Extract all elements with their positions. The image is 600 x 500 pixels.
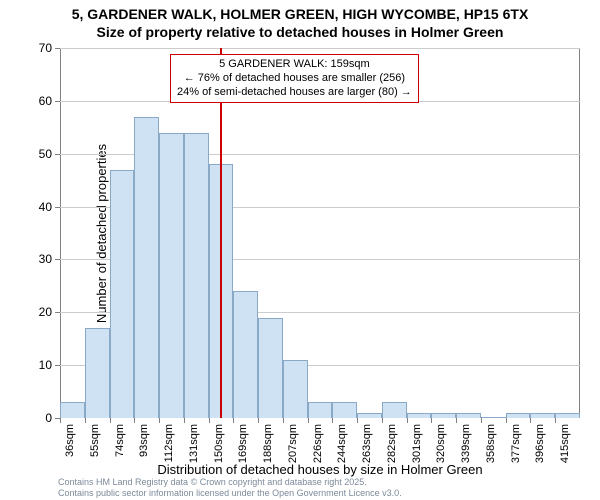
histogram-bar (357, 413, 382, 418)
x-tick-label: 188sqm (262, 424, 274, 463)
y-tick (55, 101, 60, 102)
x-tick-label: 282sqm (386, 424, 398, 463)
x-tick-label: 244sqm (336, 424, 348, 463)
x-tick (134, 418, 135, 423)
x-tick (209, 418, 210, 423)
y-tick (55, 312, 60, 313)
x-tick-label: 55sqm (89, 424, 101, 457)
annotation-box: 5 GARDENER WALK: 159sqm← 76% of detached… (170, 54, 419, 103)
x-tick (159, 418, 160, 423)
x-tick (60, 418, 61, 423)
histogram-bar (481, 417, 506, 418)
y-tick-label: 10 (39, 358, 52, 372)
histogram-bar (308, 402, 333, 418)
x-tick-label: 207sqm (287, 424, 299, 463)
y-tick (55, 365, 60, 366)
histogram-bar (60, 402, 85, 418)
footer-line-2: Contains public sector information licen… (58, 488, 402, 498)
x-tick (233, 418, 234, 423)
x-tick-label: 301sqm (411, 424, 423, 463)
histogram-bar (110, 170, 135, 418)
x-tick-label: 263sqm (361, 424, 373, 463)
x-tick (184, 418, 185, 423)
y-tick-label: 70 (39, 41, 52, 55)
x-tick (555, 418, 556, 423)
x-tick (506, 418, 507, 423)
y-axis-right-line (579, 48, 580, 418)
x-tick-label: 169sqm (237, 424, 249, 463)
x-tick (258, 418, 259, 423)
x-tick-label: 131sqm (188, 424, 200, 463)
y-axis-line (60, 48, 61, 418)
grid-line (60, 48, 580, 49)
y-tick-label: 50 (39, 147, 52, 161)
y-tick-label: 20 (39, 305, 52, 319)
x-tick-label: 226sqm (312, 424, 324, 463)
histogram-bar (233, 291, 258, 418)
histogram-bar (431, 413, 456, 418)
x-tick-label: 396sqm (534, 424, 546, 463)
histogram-bar (407, 413, 432, 418)
histogram-bar (159, 133, 184, 418)
histogram-bar (134, 117, 159, 418)
annotation-line: 24% of semi-detached houses are larger (… (177, 86, 412, 100)
x-tick-label: 112sqm (163, 424, 175, 462)
y-tick (55, 154, 60, 155)
x-tick-label: 320sqm (435, 424, 447, 463)
x-tick-label: 93sqm (138, 424, 150, 457)
x-tick-label: 415sqm (559, 424, 571, 463)
x-tick-label: 377sqm (510, 424, 522, 463)
y-tick-label: 60 (39, 94, 52, 108)
footer-line-1: Contains HM Land Registry data © Crown c… (58, 477, 402, 487)
x-tick (85, 418, 86, 423)
y-tick-label: 0 (45, 411, 52, 425)
x-tick (456, 418, 457, 423)
x-tick (431, 418, 432, 423)
x-tick-label: 150sqm (213, 424, 225, 463)
x-tick (382, 418, 383, 423)
histogram-bar (456, 413, 481, 418)
x-tick (332, 418, 333, 423)
histogram-bar (382, 402, 407, 418)
x-tick (481, 418, 482, 423)
x-tick (530, 418, 531, 423)
x-tick (283, 418, 284, 423)
histogram-bar (85, 328, 110, 418)
histogram-bar (283, 360, 308, 418)
histogram-bar (530, 413, 555, 418)
y-tick (55, 207, 60, 208)
chart-title-line-1: 5, GARDENER WALK, HOLMER GREEN, HIGH WYC… (0, 6, 600, 24)
histogram-bar (555, 413, 580, 418)
x-tick (110, 418, 111, 423)
x-tick-label: 74sqm (114, 424, 126, 457)
x-tick-label: 36sqm (64, 424, 76, 457)
x-tick-label: 358sqm (485, 424, 497, 463)
x-tick (357, 418, 358, 423)
histogram-bar (258, 318, 283, 418)
y-tick-label: 40 (39, 200, 52, 214)
footer-attribution: Contains HM Land Registry data © Crown c… (58, 477, 402, 498)
histogram-chart: 5, GARDENER WALK, HOLMER GREEN, HIGH WYC… (0, 0, 600, 500)
reference-line (220, 48, 222, 418)
y-tick-label: 30 (39, 252, 52, 266)
x-tick (308, 418, 309, 423)
chart-title-line-2: Size of property relative to detached ho… (0, 24, 600, 42)
plot-area: 01020304050607036sqm55sqm74sqm93sqm112sq… (60, 48, 580, 418)
chart-title-block: 5, GARDENER WALK, HOLMER GREEN, HIGH WYC… (0, 6, 600, 41)
histogram-bar (332, 402, 357, 418)
y-tick (55, 259, 60, 260)
x-tick (407, 418, 408, 423)
x-tick-label: 339sqm (460, 424, 472, 463)
annotation-line: 5 GARDENER WALK: 159sqm (177, 58, 412, 72)
histogram-bar (184, 133, 209, 418)
annotation-line: ← 76% of detached houses are smaller (25… (177, 72, 412, 86)
histogram-bar (506, 413, 531, 418)
x-axis-title: Distribution of detached houses by size … (60, 462, 580, 477)
y-tick (55, 48, 60, 49)
